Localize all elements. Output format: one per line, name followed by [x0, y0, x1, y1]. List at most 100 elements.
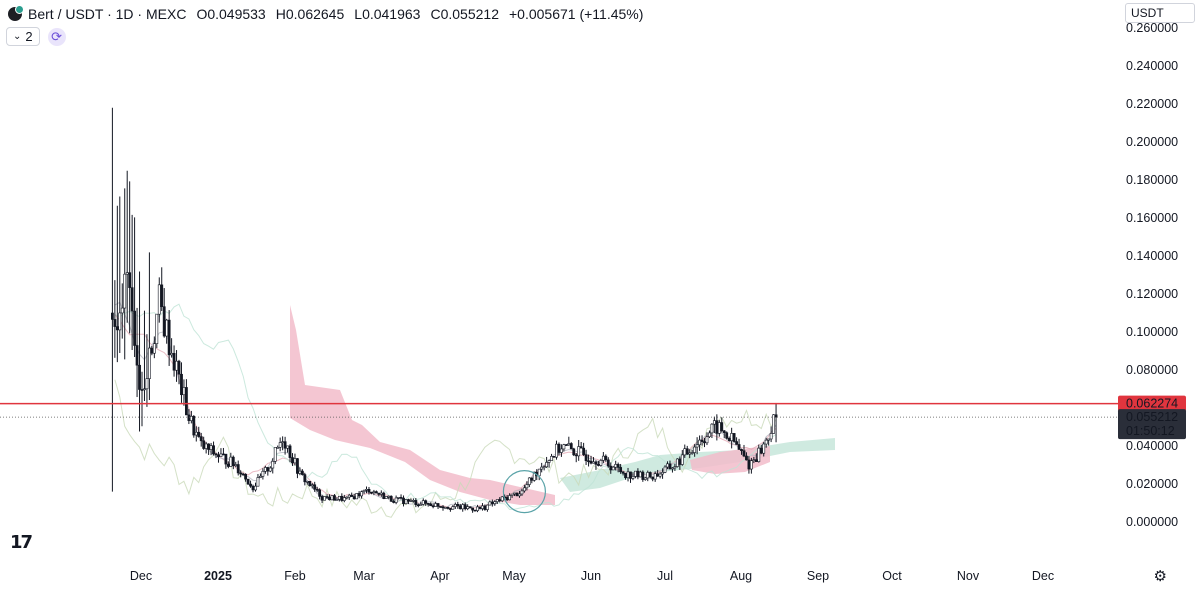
candle-body [461, 504, 465, 510]
candle-body [592, 461, 595, 464]
close-value: 0.055212 [440, 6, 499, 22]
candle-body [562, 444, 566, 450]
candle-body [468, 506, 472, 509]
candle-body [525, 484, 529, 489]
candle-body [680, 454, 684, 465]
candle-body [604, 455, 608, 461]
candle-body [333, 495, 336, 501]
candle-body [493, 501, 497, 504]
candle-body [293, 458, 297, 464]
candle-body [281, 441, 285, 443]
candle-body [616, 464, 620, 468]
candle-body [182, 387, 186, 396]
symbol-title[interactable]: Bert / USDT · 1D · MEXC [28, 6, 187, 22]
candle-body [774, 414, 778, 418]
y-tick-label: 0.160000 [1126, 211, 1178, 225]
candle-body [350, 494, 354, 497]
candle-body [555, 443, 558, 458]
candle-body [587, 460, 590, 463]
candle-body [752, 459, 756, 462]
candle-body [434, 503, 437, 507]
indicators-toggle[interactable]: ⌄ 2 [6, 27, 40, 46]
price-axis[interactable]: 0.260000 0.240000 0.220000 0.200000 0.180000… [1126, 21, 1178, 529]
candle-body [747, 459, 751, 470]
candle-body [767, 438, 771, 441]
candle-body [219, 453, 223, 457]
candle-body [740, 449, 743, 451]
candle-body [675, 458, 679, 467]
ichimoku-cloud [290, 305, 835, 505]
candle-body [323, 496, 326, 501]
settings-gear-icon[interactable]: ⚙ [1153, 568, 1167, 585]
candle-body [130, 287, 134, 312]
candle-body [695, 444, 699, 448]
candle-body [273, 447, 277, 462]
candle-body [197, 431, 201, 437]
candle-body [283, 441, 287, 449]
candle-body [135, 345, 139, 366]
currency-selector[interactable]: USDT [1125, 3, 1195, 23]
currency-label: USDT [1131, 6, 1164, 20]
candle-body [710, 423, 714, 434]
open-label: O [196, 6, 208, 22]
candle-body [495, 499, 499, 502]
candle-body [226, 463, 230, 467]
candle-body [113, 319, 117, 327]
candle-body [259, 475, 262, 478]
candle-body [737, 444, 741, 450]
candle-body [451, 506, 455, 510]
candle-body [530, 477, 534, 481]
candle-body [693, 446, 697, 453]
candle-body [764, 439, 768, 445]
candle-body [597, 464, 600, 466]
close-label: C [430, 6, 441, 22]
candle-body [115, 326, 119, 331]
candle-body [671, 467, 674, 470]
y-tick-label: 0.220000 [1126, 97, 1178, 111]
candle-body [212, 445, 215, 455]
candle-body [742, 450, 746, 457]
candle-body [730, 433, 734, 441]
candle-body [439, 506, 442, 508]
candle-body [337, 495, 341, 500]
candle-body [653, 473, 657, 480]
candle-body [463, 504, 467, 510]
candle-body [362, 490, 366, 492]
candle-body [125, 272, 129, 275]
candle-body [715, 420, 719, 434]
candle-body [658, 473, 662, 477]
candle-body [572, 448, 576, 456]
y-tick-label: 0.200000 [1126, 135, 1178, 149]
candle-body [471, 507, 474, 511]
y-tick-label: 0.100000 [1126, 325, 1178, 339]
candle-body [347, 494, 351, 498]
candle-body [532, 471, 536, 481]
candle-body [560, 448, 563, 453]
time-axis[interactable]: Dec 2025 Feb Mar Apr May Jun Jul Aug Sep Oct Nov Dec [130, 569, 1054, 583]
candle-body [416, 504, 420, 507]
candle-body [148, 347, 151, 379]
candle-body [527, 477, 531, 485]
candle-body [500, 496, 504, 502]
tradingview-logo-icon[interactable]: 17 [10, 532, 33, 553]
candle-body [399, 497, 403, 499]
candle-body [547, 460, 551, 463]
candle-body [542, 466, 546, 469]
candle-body [377, 492, 381, 495]
symbol-legend: Bert / USDT · 1D · MEXC O 0.049533 H 0.062… [8, 4, 643, 24]
indicator-count: 2 [25, 29, 33, 44]
candle-body [757, 447, 761, 462]
candle-body [229, 456, 233, 467]
candle-body [300, 470, 304, 475]
candle-body [379, 492, 383, 495]
candle-body [330, 495, 334, 501]
candle-body [683, 448, 687, 456]
candle-body [288, 445, 292, 458]
candle-body [360, 491, 363, 497]
candle-body [456, 504, 460, 507]
refresh-icon[interactable]: ⟳ [47, 27, 66, 46]
candle-body [564, 444, 568, 446]
candle-body [666, 463, 669, 468]
candle-body [256, 477, 260, 487]
